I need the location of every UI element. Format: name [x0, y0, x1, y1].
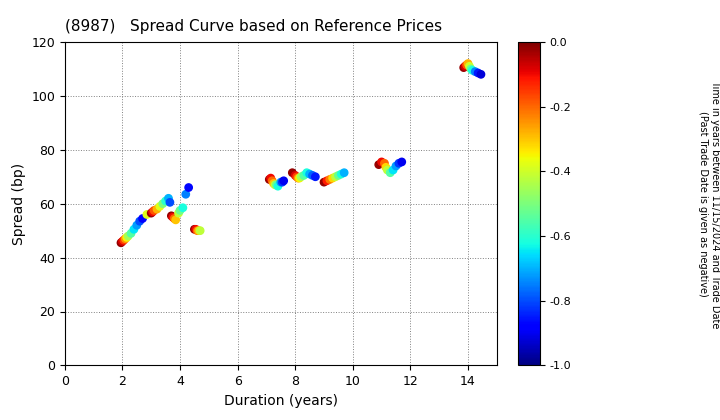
Point: [291, 173, 302, 180]
Point: [147, 208, 158, 215]
Point: [459, 63, 471, 70]
Point: [467, 67, 478, 74]
Point: [174, 207, 186, 214]
Point: [390, 163, 402, 169]
Point: [384, 169, 396, 176]
Point: [148, 207, 160, 214]
Point: [194, 227, 206, 234]
Point: [118, 237, 130, 244]
Point: [168, 215, 180, 222]
Point: [304, 171, 315, 177]
Point: [145, 210, 157, 216]
Point: [464, 63, 475, 70]
Point: [128, 226, 140, 233]
Point: [318, 179, 330, 186]
Point: [272, 183, 284, 189]
Point: [121, 234, 132, 241]
Point: [373, 161, 384, 168]
Point: [190, 226, 202, 233]
Point: [461, 62, 472, 68]
Point: [134, 218, 145, 225]
Point: [294, 175, 305, 181]
Point: [298, 172, 310, 179]
Point: [465, 66, 477, 72]
Point: [167, 214, 179, 220]
X-axis label: Duration (years): Duration (years): [224, 394, 338, 408]
Point: [307, 172, 318, 179]
Point: [163, 195, 174, 202]
Point: [122, 233, 134, 239]
Point: [266, 177, 278, 184]
Point: [141, 211, 153, 218]
Point: [160, 198, 171, 205]
Point: [472, 70, 484, 76]
Text: Time in years between 11/15/2024 and Trade Date
(Past Trade Date is given as neg: Time in years between 11/15/2024 and Tra…: [698, 79, 720, 328]
Point: [151, 206, 163, 213]
Point: [327, 175, 338, 181]
Point: [164, 199, 176, 206]
Point: [458, 64, 469, 71]
Point: [295, 173, 307, 180]
Point: [177, 205, 189, 211]
Point: [393, 160, 405, 167]
Point: [382, 167, 393, 173]
Point: [264, 176, 275, 183]
Point: [289, 172, 301, 179]
Point: [265, 175, 276, 181]
Point: [276, 179, 288, 186]
Point: [117, 238, 128, 245]
Text: (8987)   Spread Curve based on Reference Prices: (8987) Spread Curve based on Reference P…: [65, 19, 442, 34]
Point: [338, 169, 350, 176]
Point: [166, 213, 177, 219]
Point: [379, 160, 390, 167]
Point: [271, 181, 282, 188]
Point: [278, 177, 289, 184]
Point: [170, 217, 181, 223]
Point: [469, 68, 481, 75]
Point: [396, 159, 408, 165]
Point: [475, 71, 487, 78]
Point: [324, 176, 336, 183]
Point: [137, 215, 148, 222]
Point: [189, 226, 200, 233]
Point: [193, 227, 204, 234]
Point: [333, 172, 344, 179]
Point: [131, 222, 143, 228]
Point: [376, 159, 387, 165]
Point: [310, 173, 321, 180]
Point: [336, 171, 347, 177]
Point: [275, 179, 287, 186]
Point: [387, 167, 399, 173]
Point: [157, 200, 168, 207]
Point: [192, 227, 203, 234]
Point: [154, 203, 166, 210]
Point: [268, 180, 279, 187]
Point: [321, 177, 333, 184]
Point: [269, 181, 281, 188]
Point: [180, 191, 192, 198]
Point: [183, 184, 194, 191]
Point: [380, 164, 392, 171]
Point: [292, 175, 304, 181]
Point: [462, 60, 474, 67]
Point: [115, 239, 127, 246]
Point: [173, 210, 184, 216]
Point: [287, 169, 298, 176]
Point: [125, 230, 137, 237]
Point: [120, 235, 131, 242]
Point: [330, 173, 341, 180]
Y-axis label: Spread (bp): Spread (bp): [12, 163, 26, 245]
Point: [301, 169, 312, 176]
